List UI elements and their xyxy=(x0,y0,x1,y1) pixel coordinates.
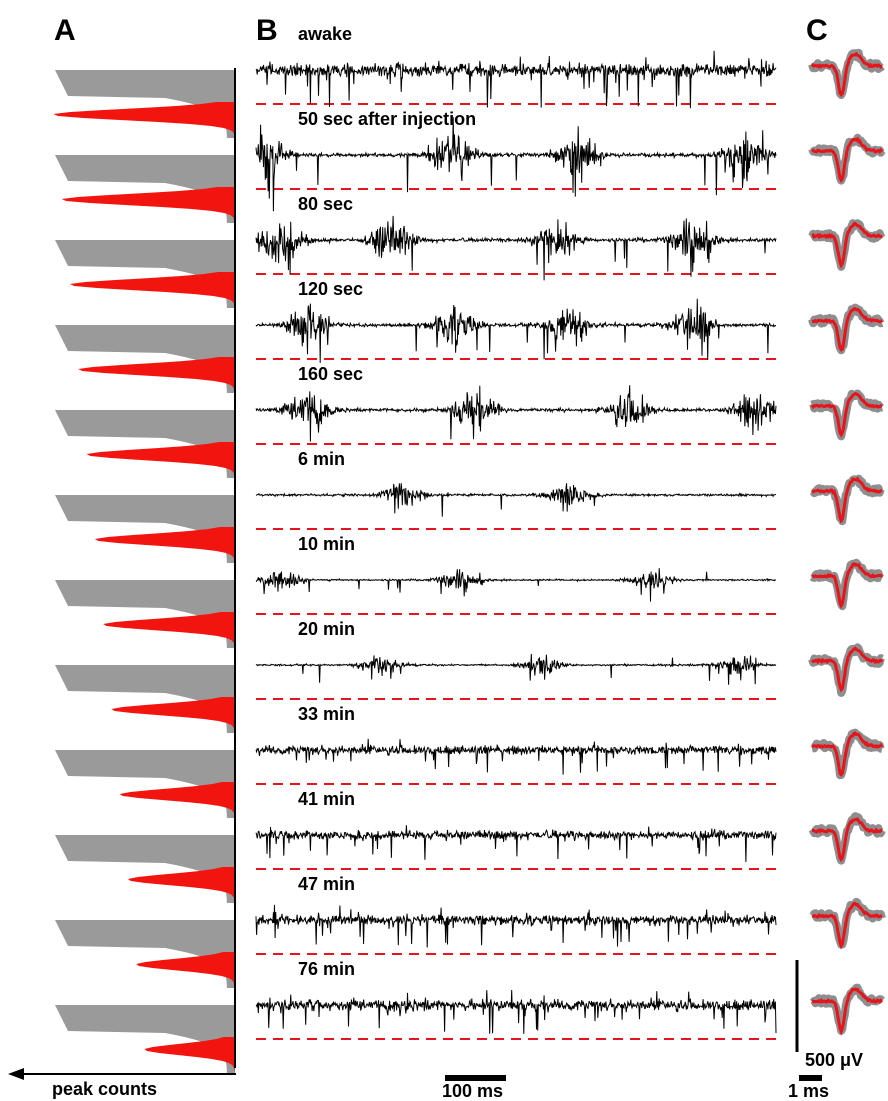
waveform-variance xyxy=(808,219,886,271)
waveform-mean xyxy=(810,646,884,693)
voltage-trace xyxy=(255,653,777,685)
histogram-gray xyxy=(55,1005,235,1073)
waveform-mean xyxy=(811,987,884,1036)
recording-label: 6 min xyxy=(298,449,345,469)
waveform-variance xyxy=(809,558,885,611)
voltage-trace xyxy=(255,825,777,863)
waveform-mean xyxy=(811,136,884,183)
recording-label: 20 min xyxy=(298,619,355,639)
histogram-red xyxy=(86,442,235,478)
histogram-red xyxy=(103,612,235,648)
waveform-variance xyxy=(808,643,885,697)
voltage-trace xyxy=(255,483,777,517)
voltage-trace xyxy=(255,385,777,442)
waveform-mean xyxy=(811,561,884,610)
voltage-trace xyxy=(255,215,777,281)
peak-counts-label: peak counts xyxy=(52,1079,157,1099)
voltage-trace xyxy=(255,117,777,212)
histogram-gray xyxy=(55,155,235,223)
waveform-variance xyxy=(809,389,885,441)
histogram-gray xyxy=(55,70,235,138)
histogram-red xyxy=(119,782,235,818)
recording-label: 10 min xyxy=(298,534,355,554)
panel-b-letter: B xyxy=(256,14,278,47)
time-scale-label: 100 ms xyxy=(442,1081,503,1101)
waveform-variance xyxy=(809,474,885,526)
histogram-gray xyxy=(55,665,235,733)
voltage-scale-label: 500 μV xyxy=(805,1050,863,1070)
histogram-gray xyxy=(55,410,235,478)
histogram-red xyxy=(78,357,235,393)
histogram-gray xyxy=(55,325,235,393)
recording-label: awake xyxy=(298,24,352,44)
waveform-mean xyxy=(811,476,883,524)
histogram-gray xyxy=(55,750,235,818)
panel-c-letter: C xyxy=(806,14,828,47)
histogram-gray xyxy=(55,835,235,903)
histogram-red xyxy=(53,102,235,138)
recording-label: 120 sec xyxy=(298,279,363,299)
voltage-trace xyxy=(255,989,777,1034)
recording-label: 50 sec after injection xyxy=(298,109,476,129)
histogram-gray xyxy=(55,580,235,648)
waveform-mean xyxy=(811,221,883,269)
voltage-trace xyxy=(255,738,777,775)
waveform-mean xyxy=(810,391,883,438)
recording-label: 80 sec xyxy=(298,194,353,214)
voltage-trace xyxy=(255,298,777,363)
recording-label: 76 min xyxy=(298,959,355,979)
waveform-mean xyxy=(811,817,883,863)
recording-label: 160 sec xyxy=(298,364,363,384)
voltage-trace xyxy=(255,50,777,109)
histogram-red xyxy=(94,527,235,563)
histogram-gray xyxy=(55,240,235,308)
recording-label: 41 min xyxy=(298,789,355,809)
panel-a-histograms xyxy=(53,70,235,1073)
histogram-red xyxy=(136,952,235,988)
waveform-mean xyxy=(810,51,883,98)
histogram-gray xyxy=(55,920,235,988)
histogram-red xyxy=(127,867,235,903)
voltage-trace xyxy=(255,568,777,602)
panel-a-letter: A xyxy=(54,14,76,47)
waveform-mean xyxy=(811,901,883,950)
histogram-gray xyxy=(55,495,235,563)
waveform-mean xyxy=(811,731,884,777)
histogram-red xyxy=(111,697,235,733)
panel-b-traces: awake 50 sec after injection 80 sec 120 sec… xyxy=(255,24,777,1040)
panel-c-waveforms xyxy=(808,48,886,1036)
voltage-trace xyxy=(255,904,777,948)
waveform-time-label: 1 ms xyxy=(788,1081,829,1101)
recording-label: 47 min xyxy=(298,874,355,894)
recording-label: 33 min xyxy=(298,704,355,724)
histogram-red xyxy=(144,1037,235,1073)
histogram-red xyxy=(61,187,235,223)
histogram-red xyxy=(69,272,235,308)
peak-counts-arrow xyxy=(8,1068,236,1080)
waveform-mean xyxy=(811,307,883,352)
